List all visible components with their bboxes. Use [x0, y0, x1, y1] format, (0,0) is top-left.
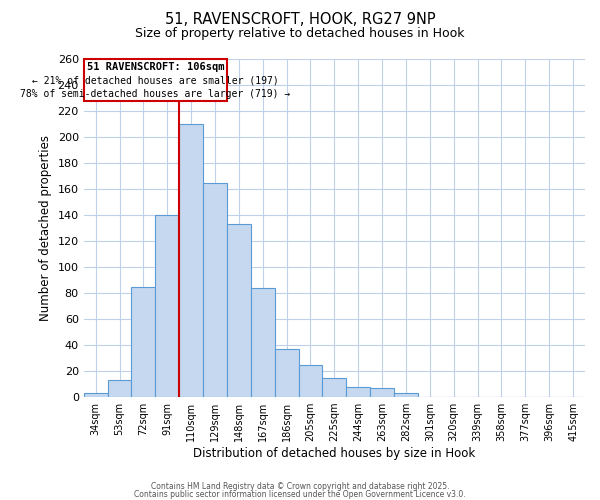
Y-axis label: Number of detached properties: Number of detached properties — [39, 135, 52, 321]
Bar — [179, 124, 203, 397]
X-axis label: Distribution of detached houses by size in Hook: Distribution of detached houses by size … — [193, 447, 475, 460]
Text: 51 RAVENSCROFT: 106sqm: 51 RAVENSCROFT: 106sqm — [86, 62, 224, 72]
Bar — [83, 393, 107, 397]
Bar — [107, 380, 131, 397]
Bar — [203, 182, 227, 397]
Bar — [394, 393, 418, 397]
Text: 78% of semi-detached houses are larger (719) →: 78% of semi-detached houses are larger (… — [20, 90, 290, 100]
Bar — [346, 386, 370, 397]
FancyBboxPatch shape — [83, 59, 227, 100]
Text: Contains public sector information licensed under the Open Government Licence v3: Contains public sector information licen… — [134, 490, 466, 499]
Bar — [131, 286, 155, 397]
Text: Size of property relative to detached houses in Hook: Size of property relative to detached ho… — [135, 28, 465, 40]
Bar — [370, 388, 394, 397]
Text: 51, RAVENSCROFT, HOOK, RG27 9NP: 51, RAVENSCROFT, HOOK, RG27 9NP — [164, 12, 436, 28]
Bar — [227, 224, 251, 397]
Text: ← 21% of detached houses are smaller (197): ← 21% of detached houses are smaller (19… — [32, 76, 278, 86]
Bar — [322, 378, 346, 397]
Bar — [251, 288, 275, 397]
Text: Contains HM Land Registry data © Crown copyright and database right 2025.: Contains HM Land Registry data © Crown c… — [151, 482, 449, 491]
Bar — [275, 349, 299, 397]
Bar — [299, 364, 322, 397]
Bar — [155, 215, 179, 397]
